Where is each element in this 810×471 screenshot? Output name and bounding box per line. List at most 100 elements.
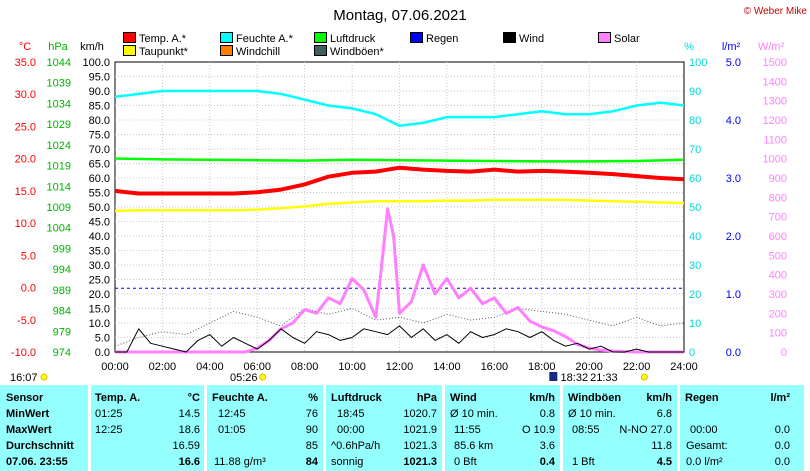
legend-item: Regen: [410, 32, 458, 45]
regen-total-label: Gesamt:: [686, 440, 728, 452]
wind-tick-label: 75.0: [89, 130, 110, 142]
wind-max-val: O 10.9: [521, 424, 555, 436]
stats-unit-luftdruck: hPa: [416, 392, 437, 404]
stats-header-regen: Regen: [685, 392, 719, 404]
legend-swatch: [503, 32, 516, 43]
wind-current: 0.4: [539, 456, 555, 468]
legend-label: Regen: [426, 33, 459, 45]
row-label-current: 07.06. 23:55: [6, 456, 68, 468]
solar-tick-label: 1400: [763, 76, 787, 88]
legend-label: Windchill: [236, 46, 281, 58]
humidity-tick-label: 90: [689, 86, 701, 98]
luft-trend: ^0.6hPa/h: [331, 440, 381, 452]
legend-swatch: [314, 45, 327, 56]
humidity-tick-label: 70: [689, 144, 701, 156]
x-tick-label: 02:00: [149, 361, 177, 373]
row-label-max: MaxWert: [6, 424, 52, 436]
legend-swatch: [598, 32, 611, 43]
humidity-tick-label: 60: [689, 173, 701, 185]
boeen-avg: 11.8: [651, 440, 672, 452]
x-tick-label: 16:00: [481, 361, 509, 373]
temp-tick-label: 15.0: [15, 186, 36, 198]
legend-label: Windböen*: [330, 46, 384, 58]
stats-header-temp: Temp. A.: [95, 392, 141, 404]
x-tick-label: 24:00: [670, 361, 698, 373]
pressure-unit-label: hPa: [48, 41, 68, 53]
luft-avg: 1021.3: [403, 440, 437, 452]
wind-tick-label: 15.0: [89, 304, 110, 316]
sunset-marker: [640, 373, 648, 381]
solar-tick-label: 300: [769, 289, 787, 301]
rain-tick-label: 3.0: [726, 173, 741, 185]
pressure-tick-label: 999: [53, 243, 71, 255]
x-tick-label: 06:00: [243, 361, 271, 373]
wind-tick-label: 90.0: [89, 86, 110, 98]
legend-swatch: [123, 32, 136, 43]
wind-bft: 0 Bft: [454, 456, 477, 468]
wind-tick-label: 25.0: [89, 275, 110, 287]
humidity-tick-label: 50: [689, 202, 701, 214]
feuchte-max-val: 90: [305, 424, 318, 436]
stats-unit-boeen: km/h: [646, 392, 672, 404]
wind-avg: 3.6: [539, 440, 555, 452]
row-label-avg: Durchschnitt: [6, 440, 74, 452]
sunrise-label: 05:26: [230, 372, 258, 384]
x-tick-label: 14:00: [433, 361, 461, 373]
stats-unit-temp: °C: [187, 392, 200, 404]
stats-header-boeen: Windböen: [568, 392, 622, 404]
wind-tick-label: 95.0: [89, 72, 110, 84]
rain-tick-label: 5.0: [726, 57, 741, 69]
pressure-tick-label: 1014: [47, 181, 71, 193]
wind-tick-label: 55.0: [89, 188, 110, 200]
humidity-tick-label: 40: [689, 231, 701, 243]
temp-min-val: 14.5: [178, 408, 200, 420]
legend-item: Windchill: [220, 45, 280, 58]
humidity-tick-label: 20: [689, 289, 701, 301]
regen-current-label: 0.0 l/m²: [686, 456, 723, 468]
solar-tick-label: 100: [769, 328, 787, 340]
boeen-max-time: 08:55: [572, 424, 600, 436]
humidity-tick-label: 100: [689, 57, 707, 69]
col-divider: [560, 385, 563, 471]
sunset-label: 21:33: [590, 372, 618, 384]
solar-tick-label: 200: [769, 308, 787, 320]
solar-tick-label: 1000: [763, 154, 787, 166]
humidity-unit-label: %: [684, 41, 694, 53]
series-temp-a-line: [114, 165, 685, 196]
row-label-min: MinWert: [6, 408, 50, 420]
time-left-label: 16:07: [10, 372, 38, 384]
solar-tick-label: 1500: [763, 57, 787, 69]
wind-tick-label: 45.0: [89, 217, 110, 229]
stats-table: [0, 385, 804, 471]
stats-header-wind: Wind: [450, 392, 477, 404]
pressure-tick-label: 1024: [47, 140, 71, 152]
x-tick-label: 04:00: [196, 361, 224, 373]
legend-label: Temp. A.*: [139, 33, 187, 45]
pressure-tick-label: 1019: [47, 161, 71, 173]
humidity-tick-label: 0: [689, 347, 695, 359]
legend-item: Feuchte A.*: [220, 32, 293, 45]
series-luftdruckline: [114, 157, 685, 163]
legend-item: Wind: [503, 32, 544, 45]
solar-tick-label: 900: [769, 173, 787, 185]
temp-tick-label: 5.0: [21, 250, 36, 262]
solar-tick-label: 700: [769, 212, 787, 224]
temp-unit-label: °C: [19, 41, 31, 53]
stats-header-sensor: Sensor: [6, 392, 44, 404]
x-tick-label: 00:00: [101, 361, 129, 373]
solar-tick-label: 0: [781, 347, 787, 359]
temp-tick-label: 20.0: [15, 154, 36, 166]
legend-label: Feuchte A.*: [236, 33, 293, 45]
wind-distance: 85.6 km: [454, 440, 494, 452]
x-tick-label: 22:00: [623, 361, 651, 373]
x-tick-label: 08:00: [291, 361, 319, 373]
feuchte-current: 84: [305, 456, 318, 468]
feuchte-max-time: 01:05: [218, 424, 246, 436]
pressure-tick-label: 1039: [47, 78, 71, 90]
wind-tick-label: 20.0: [89, 289, 110, 301]
luft-forecast: sonnig: [331, 456, 364, 468]
legend-item: Temp. A.*: [123, 32, 186, 45]
wind-tick-label: 40.0: [89, 231, 110, 243]
copyright: © Weber Mike: [744, 6, 808, 17]
chart-axes: 35.0 30.0 25.0 20.0 15.0 10.0 5.0 0.0 -5.0 -10.0 1…: [10, 41, 787, 384]
